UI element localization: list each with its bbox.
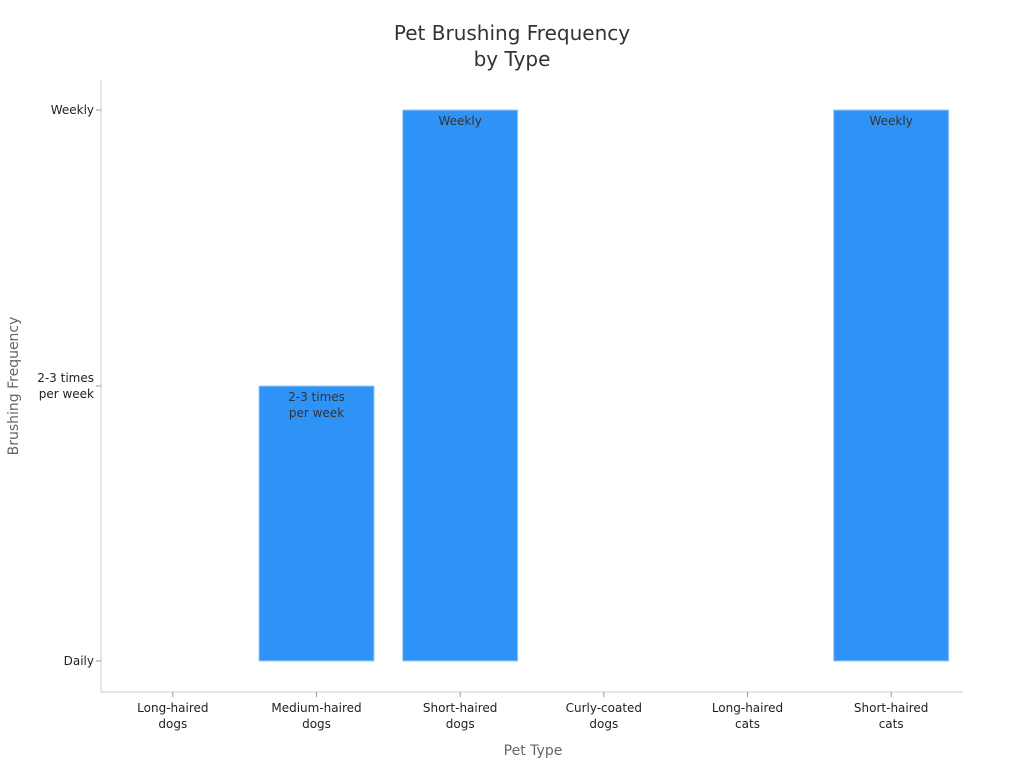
bar-data-label: Weekly bbox=[439, 114, 482, 128]
bar bbox=[833, 109, 950, 662]
x-tick-label: Medium-haired bbox=[271, 701, 361, 715]
x-tick-label: Short-haired bbox=[854, 701, 929, 715]
x-tick-label: Long-haired bbox=[712, 701, 783, 715]
x-tick-label: dogs bbox=[589, 717, 618, 731]
chart-title-line: by Type bbox=[474, 47, 551, 71]
bar-data-label: 2-3 times bbox=[288, 390, 345, 404]
bar-labels-group: 2-3 times per week Weekly Weekly bbox=[288, 114, 913, 420]
x-tick-label: dogs bbox=[302, 717, 331, 731]
y-tick-label: Daily bbox=[64, 654, 94, 668]
bar bbox=[402, 109, 519, 662]
x-tick-label: dogs bbox=[158, 717, 187, 731]
x-tick-label: Short-haired bbox=[423, 701, 498, 715]
x-axis-title: Pet Type bbox=[504, 743, 563, 759]
y-tick-label: 2-3 times bbox=[37, 371, 94, 385]
bars-group bbox=[258, 109, 950, 662]
bar-data-label: Weekly bbox=[870, 114, 913, 128]
x-tick-label: Curly-coated bbox=[566, 701, 642, 715]
x-tick-label: dogs bbox=[446, 717, 475, 731]
x-tick-label: Long-haired bbox=[137, 701, 208, 715]
bar-data-label: per week bbox=[289, 406, 344, 420]
y-axis-ticks: Daily 2-3 times per week Weekly bbox=[37, 103, 101, 668]
bar bbox=[258, 385, 375, 662]
y-tick-label: Weekly bbox=[51, 103, 94, 117]
y-axis-title: Brushing Frequency bbox=[6, 317, 22, 456]
x-tick-label: cats bbox=[735, 717, 760, 731]
x-tick-label: cats bbox=[879, 717, 904, 731]
chart-title-line: Pet Brushing Frequency bbox=[394, 21, 630, 45]
x-axis-ticks: Long-haired dogs Medium-haired dogs Short-ha… bbox=[137, 692, 928, 731]
y-tick-label: per week bbox=[39, 387, 94, 401]
